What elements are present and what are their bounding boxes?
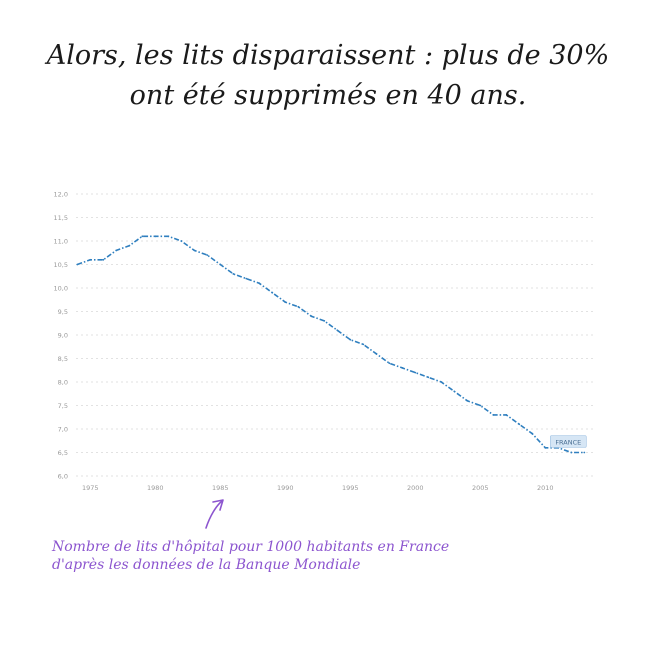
- x-tick-label: 2000: [407, 484, 424, 492]
- y-tick-label: 9,5: [58, 308, 68, 316]
- data-point: [505, 414, 508, 416]
- y-tick-label: 6,5: [58, 449, 68, 457]
- data-point: [492, 414, 495, 416]
- series-label-box: [549, 435, 587, 448]
- data-point: [466, 399, 469, 402]
- data-point: [297, 305, 300, 308]
- y-tick-label: 8,0: [58, 379, 68, 387]
- data-point: [583, 451, 586, 454]
- data-point: [570, 451, 573, 454]
- data-point: [76, 263, 79, 266]
- headline-line-1: Alors, les lits disparaissent : plus de …: [46, 40, 610, 71]
- caption-line-2: d'après les données de la Banque Mondial…: [52, 557, 361, 573]
- y-tick-label: 7,0: [58, 426, 68, 434]
- data-point: [336, 329, 339, 332]
- data-point: [479, 404, 482, 407]
- y-tick-label: 9,0: [58, 332, 68, 340]
- y-tick-label: 10,5: [54, 261, 68, 269]
- x-tick-label: 1990: [277, 484, 294, 492]
- y-tick-label: 6,0: [58, 473, 68, 481]
- data-point: [401, 367, 404, 369]
- series-line: [77, 235, 585, 454]
- data-point: [154, 235, 157, 238]
- data-point: [102, 258, 105, 261]
- data-point: [141, 235, 144, 238]
- headline-line-2: ont été supprimés en 40 ans.: [129, 80, 527, 111]
- data-point: [544, 446, 547, 449]
- data-point: [115, 249, 118, 252]
- y-tick-label: 10,0: [54, 285, 68, 293]
- x-tick-label: 1980: [147, 484, 164, 492]
- data-point: [388, 362, 391, 365]
- data-point: [232, 273, 235, 275]
- x-tick-label: 2010: [537, 484, 554, 492]
- data-point: [258, 282, 261, 285]
- data-point: [427, 376, 430, 379]
- data-point: [349, 338, 352, 341]
- x-tick-label: 1995: [342, 484, 359, 492]
- data-point: [414, 371, 417, 374]
- data-point: [284, 301, 287, 303]
- data-point: [362, 343, 365, 346]
- data-point: [531, 432, 534, 435]
- data-point: [271, 291, 274, 294]
- data-point: [89, 258, 92, 261]
- data-point: [167, 235, 170, 238]
- y-tick-label: 11,0: [54, 238, 68, 246]
- data-point: [375, 352, 378, 355]
- x-tick-label: 2005: [472, 484, 489, 492]
- data-point: [219, 263, 222, 266]
- y-tick-label: 12,0: [54, 191, 68, 199]
- y-tick-label: 8,5: [58, 355, 68, 363]
- data-point: [193, 249, 196, 252]
- data-point: [310, 315, 313, 318]
- x-tick-label: 1975: [82, 484, 99, 492]
- caption-line-1: Nombre de lits d'hôpital pour 1000 habit…: [52, 539, 450, 555]
- data-point: [440, 381, 443, 383]
- chart-caption: Nombre de lits d'hôpital pour 1000 habit…: [52, 538, 612, 574]
- data-point: [128, 244, 131, 247]
- data-point: [518, 423, 521, 426]
- series-label: FRANCE: [555, 439, 581, 447]
- data-point: [453, 390, 456, 393]
- x-tick-label: 1985: [212, 484, 229, 492]
- data-point: [206, 254, 209, 256]
- data-point: [180, 240, 183, 242]
- data-point: [245, 277, 248, 280]
- data-point: [323, 320, 326, 322]
- y-tick-label: 7,5: [58, 402, 68, 410]
- y-tick-label: 11,5: [54, 214, 68, 222]
- headline: Alors, les lits disparaissent : plus de …: [0, 36, 656, 116]
